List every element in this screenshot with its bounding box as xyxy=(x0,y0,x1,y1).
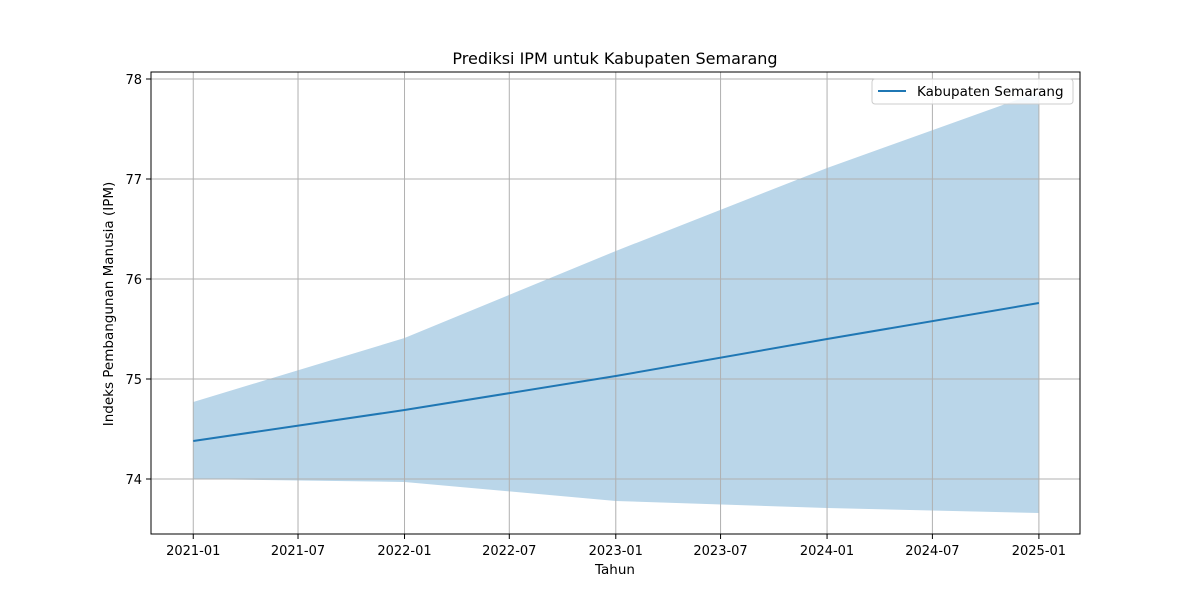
legend: Kabupaten Semarang xyxy=(871,78,1074,105)
x-tick-label: 2021-01 xyxy=(166,544,220,559)
x-tick-label: 2023-01 xyxy=(589,544,643,559)
y-tick-label: 77 xyxy=(125,173,142,188)
x-tick-label: 2021-07 xyxy=(271,544,325,559)
y-axis-label: Indeks Pembangunan Manusia (IPM) xyxy=(101,182,117,427)
x-tick-label: 2023-07 xyxy=(693,544,747,559)
x-tick-label: 2024-01 xyxy=(800,544,854,559)
series-line xyxy=(193,302,1040,442)
x-tick-label: 2022-07 xyxy=(482,544,536,559)
x-axis-label: Tahun xyxy=(594,562,635,578)
y-tick-label: 78 xyxy=(125,73,142,88)
legend-box xyxy=(871,78,1074,105)
y-tick-label: 74 xyxy=(125,473,142,488)
x-tick-label: 2024-07 xyxy=(905,544,959,559)
legend-label: Kabupaten Semarang xyxy=(917,84,1064,100)
x-tick-label: 2025-01 xyxy=(1012,544,1066,559)
y-tick-label: 76 xyxy=(125,273,142,288)
y-tick-label: 75 xyxy=(125,373,142,388)
plot-area: 2021-01 2021-07 2022-01 2022-07 2023-01 2023-… xyxy=(125,71,1081,559)
chart-title: Prediksi IPM untuk Kabupaten Semarang xyxy=(452,49,777,68)
x-tick-label: 2022-01 xyxy=(377,544,431,559)
